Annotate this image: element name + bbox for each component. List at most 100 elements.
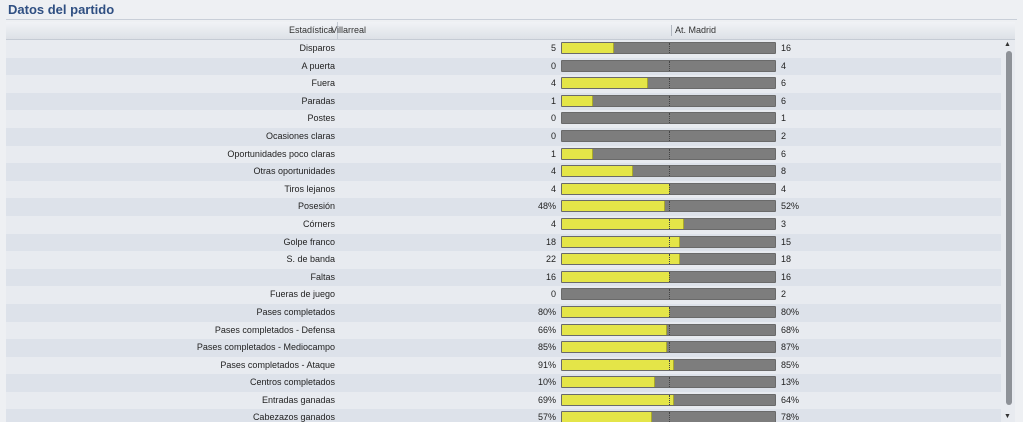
- away-value: 87%: [781, 342, 800, 353]
- home-value: 4: [550, 166, 556, 177]
- stat-label: Disparos: [299, 43, 335, 53]
- home-share-fill: [562, 148, 593, 159]
- stat-row: Pases completados - Mediocampo 85% 87%: [6, 339, 1001, 357]
- title-divider: [6, 19, 1017, 20]
- bar-midpoint: [669, 271, 670, 282]
- stat-row: A puerta 0 4: [6, 57, 1001, 76]
- scroll-down-icon[interactable]: ▼: [1004, 413, 1011, 420]
- away-value: 4: [781, 60, 787, 71]
- column-header-stat[interactable]: Estadística: [6, 22, 338, 39]
- comparison-bar: [561, 77, 776, 90]
- stat-row: Tiros lejanos 4 4: [6, 181, 1001, 199]
- comparison-bar: [561, 200, 776, 213]
- bar-midpoint: [669, 130, 670, 141]
- stats-rows: Disparos 5 16 A puerta 0 4 Fuera 4 6 Paradas 1 6 Pos…: [6, 40, 1001, 422]
- bar-midpoint: [669, 324, 670, 335]
- away-value: 64%: [781, 394, 800, 405]
- stat-row: Oportunidades poco claras 1 6: [6, 146, 1001, 164]
- bar-midpoint: [669, 254, 670, 265]
- column-header-away-team[interactable]: At. Madrid: [675, 25, 717, 35]
- comparison-bar: [561, 270, 776, 283]
- stat-row: Disparos 5 16: [6, 40, 1001, 58]
- comparison-bar: [561, 165, 776, 178]
- bar-midpoint: [669, 377, 670, 388]
- away-value: 18: [781, 254, 792, 265]
- away-value: 85%: [781, 359, 800, 370]
- home-share-fill: [562, 95, 593, 106]
- home-share-fill: [562, 394, 674, 405]
- comparison-bar: [561, 235, 776, 248]
- stat-label: Centros completados: [249, 377, 335, 388]
- stat-row: Posesión 48% 52%: [6, 198, 1001, 216]
- home-value: 0: [550, 130, 556, 141]
- bar-midpoint: [669, 342, 670, 353]
- vertical-scrollbar[interactable]: ▲ ▼: [1003, 40, 1015, 422]
- comparison-bar: [561, 288, 776, 301]
- home-value: 5: [550, 43, 556, 53]
- stat-row: Córners 4 3: [6, 216, 1001, 234]
- bar-midpoint: [669, 236, 670, 247]
- comparison-bar: [561, 411, 776, 422]
- stat-label: Posesión: [297, 201, 335, 212]
- stat-label: Golpe franco: [283, 236, 335, 247]
- stat-label: A puerta: [301, 60, 335, 71]
- home-value: 91%: [537, 359, 556, 370]
- stat-label: Oportunidades poco claras: [227, 148, 335, 159]
- stat-row: S. de banda 22 18: [6, 251, 1001, 269]
- comparison-bar: [561, 94, 776, 107]
- away-value: 13%: [781, 377, 800, 388]
- home-share-fill: [562, 377, 655, 388]
- home-share-fill: [562, 78, 649, 89]
- home-value: 16: [545, 271, 556, 282]
- home-value: 4: [550, 78, 556, 89]
- away-value: 4: [781, 183, 787, 194]
- bar-midpoint: [669, 113, 670, 124]
- home-share-fill: [562, 43, 615, 53]
- comparison-bar: [561, 305, 776, 318]
- bar-midpoint: [669, 78, 670, 89]
- bar-midpoint: [669, 201, 670, 212]
- bar-midpoint: [669, 359, 670, 370]
- comparison-bar: [561, 182, 776, 195]
- home-value: 10%: [537, 377, 556, 388]
- home-share-fill: [562, 342, 668, 353]
- home-value: 80%: [537, 306, 556, 317]
- scroll-up-icon[interactable]: ▲: [1004, 41, 1011, 48]
- home-value: 69%: [537, 394, 556, 405]
- stat-row: Pases completados - Defensa 66% 68%: [6, 322, 1001, 340]
- comparison-bar: [561, 358, 776, 371]
- home-value: 4: [550, 183, 556, 194]
- scrollbar-thumb[interactable]: [1006, 51, 1012, 405]
- home-share-fill: [562, 254, 681, 265]
- stat-label: Fueras de juego: [269, 289, 335, 300]
- home-share-fill: [562, 218, 685, 229]
- away-value: 16: [781, 271, 792, 282]
- bar-midpoint: [669, 412, 670, 422]
- away-value: 1: [781, 113, 787, 124]
- stat-label: Cabezazos ganados: [252, 412, 335, 422]
- stat-label: Otras oportunidades: [253, 166, 335, 177]
- away-value: 16: [781, 43, 792, 53]
- comparison-bar: [561, 147, 776, 160]
- home-share-fill: [562, 412, 653, 422]
- home-share-fill: [562, 166, 634, 177]
- page-title: Datos del partido: [8, 2, 115, 17]
- bar-midpoint: [669, 43, 670, 53]
- stat-row: Otras oportunidades 4 8: [6, 163, 1001, 181]
- stat-label: Entradas ganadas: [261, 394, 335, 405]
- comparison-bar: [561, 129, 776, 142]
- home-value: 0: [550, 60, 556, 71]
- away-value: 8: [781, 166, 787, 177]
- match-stats-panel: Estadística Villarreal At. Madrid Dispar…: [6, 22, 1015, 422]
- stat-row: Pases completados - Ataque 91% 85%: [6, 357, 1001, 375]
- comparison-bar: [561, 42, 776, 54]
- away-value: 52%: [781, 201, 800, 212]
- stat-row: Paradas 1 6: [6, 92, 1001, 111]
- column-header-home-team[interactable]: Villarreal: [331, 25, 366, 35]
- home-value: 66%: [537, 324, 556, 335]
- stat-label: Pases completados - Ataque: [220, 359, 335, 370]
- comparison-bar: [561, 393, 776, 406]
- home-share-fill: [562, 183, 670, 194]
- stat-row: Entradas ganadas 69% 64%: [6, 392, 1001, 410]
- home-value: 1: [550, 148, 556, 159]
